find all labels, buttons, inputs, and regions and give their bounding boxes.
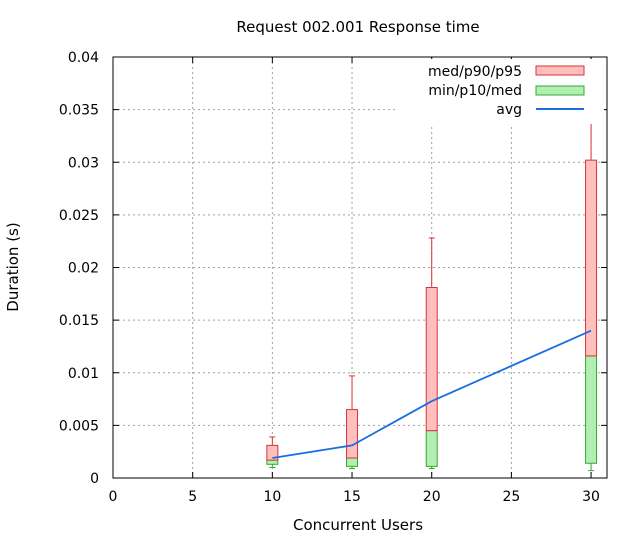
box-med-p90-p95 — [346, 409, 359, 459]
x-tick-label: 30 — [582, 489, 600, 505]
x-axis-label: Concurrent Users — [293, 516, 423, 534]
box-group — [266, 436, 279, 468]
y-tick-label: 0.025 — [59, 208, 99, 224]
axis-ticks: 0 0.005 0.01 0.015 0.02 0.025 0.03 0.035 0.04 0 5 1… — [59, 50, 607, 505]
y-tick-label: 0.035 — [59, 103, 99, 119]
x-tick-label: 5 — [188, 489, 197, 505]
legend: med/p90/p95 min/p10/med avg — [398, 59, 604, 124]
box-group — [425, 237, 438, 470]
x-tick-label: 10 — [263, 489, 281, 505]
y-axis-label: Duration (s) — [4, 222, 22, 311]
legend-label-min-p10-med: min/p10/med — [428, 83, 522, 99]
chart-title: Request 002.001 Response time — [236, 18, 479, 36]
box-min-p10-med — [346, 457, 359, 467]
box-series — [266, 108, 598, 472]
x-tick-label: 15 — [343, 489, 361, 505]
legend-label-med-p90-p95: med/p90/p95 — [428, 64, 522, 80]
y-tick-label: 0.02 — [68, 261, 99, 277]
box-group — [585, 108, 598, 472]
box-min-p10-med — [585, 355, 598, 464]
box-min-p10-med — [266, 459, 279, 465]
legend-swatch-min-p10-med — [535, 85, 585, 96]
avg-series — [272, 329, 592, 459]
y-tick-label: 0.005 — [59, 418, 99, 434]
y-tick-label: 0.03 — [68, 155, 99, 171]
box-min-p10-med — [425, 430, 438, 467]
x-tick-label: 25 — [502, 489, 520, 505]
avg-line — [272, 329, 592, 459]
x-tick-label: 0 — [109, 489, 118, 505]
legend-swatch-med-p90-p95 — [535, 65, 585, 76]
y-tick-label: 0 — [90, 471, 99, 487]
y-tick-label: 0.015 — [59, 313, 99, 329]
box-med-p90-p95 — [425, 286, 438, 432]
legend-label-avg: avg — [496, 102, 522, 118]
box-group — [346, 375, 359, 470]
y-tick-label: 0.01 — [68, 366, 99, 382]
x-tick-label: 20 — [423, 489, 441, 505]
box-med-p90-p95 — [266, 444, 279, 461]
box-med-p90-p95 — [585, 159, 598, 357]
y-tick-label: 0.04 — [68, 50, 99, 66]
